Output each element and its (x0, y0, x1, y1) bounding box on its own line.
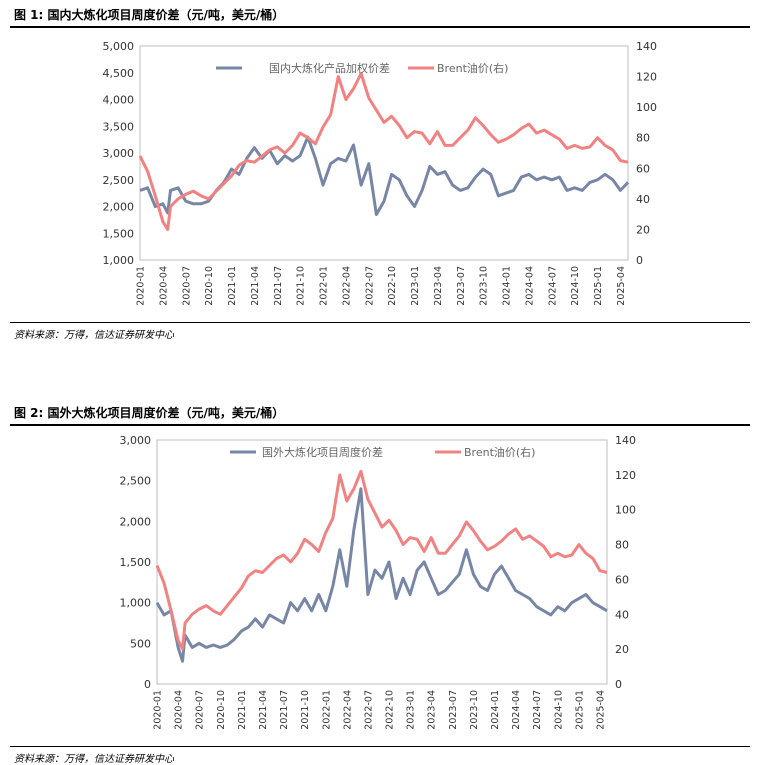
x-axis-tick-label: 2024-04 (524, 266, 535, 306)
right-axis-tick-label: 80 (636, 132, 650, 145)
left-axis-tick-label: 3,000 (120, 434, 152, 447)
x-axis-tick-label: 2025-01 (574, 690, 585, 730)
left-axis-tick-label: 2,500 (120, 475, 152, 488)
x-axis-tick-label: 2020-04 (158, 266, 169, 306)
figure-2-source: 资料来源：万得，信达证券研发中心 (14, 754, 174, 765)
figure-1-chart: 1,000 1,500 2,000 2,500 3,000 3,500 4,000 4,500… (103, 40, 658, 306)
plot-area (139, 45, 629, 261)
x-axis-tick-label: 2021-10 (296, 266, 307, 306)
right-axis-tick-label: 20 (615, 643, 629, 656)
x-axis-tick-label: 2023-01 (410, 266, 421, 306)
spread-series-line (139, 135, 630, 216)
figure-1-top-rule (10, 26, 750, 28)
x-axis-tick-label: 2022-10 (385, 690, 396, 730)
x-axis-tick-label: 2021-04 (250, 266, 261, 306)
legend-label: 国内大炼化产品加权价差 (269, 61, 390, 75)
left-axis-tick-label: 1,000 (103, 254, 135, 267)
x-axis-tick-label: 2022-04 (341, 266, 352, 306)
x-axis-tick-label: 2020-01 (153, 690, 164, 730)
x-axis-tick-label: 2023-01 (406, 690, 417, 730)
left-axis-tick-label: 3,000 (103, 147, 135, 160)
right-axis-tick-label: 0 (615, 678, 622, 691)
x-axis-tick-label: 2022-07 (363, 690, 374, 730)
right-axis-tick-label: 60 (636, 162, 650, 175)
legend-label: Brent油价(右) (437, 61, 508, 75)
brent-series-line (155, 469, 608, 651)
x-axis-tick-label: 2021-07 (273, 266, 284, 306)
x-axis-tick-label: 2022-10 (387, 266, 398, 306)
x-axis-tick-label: 2022-07 (364, 266, 375, 306)
left-axis-tick-label: 1,500 (120, 556, 152, 569)
figure-2-heading: 图 2: 国外大炼化项目周度价差（元/吨，美元/桶） (14, 406, 285, 420)
x-axis-tick-label: 2024-04 (511, 690, 522, 730)
left-axis-tick-label: 4,000 (103, 94, 135, 107)
spread-series-line (155, 487, 608, 663)
x-axis-tick-label: 2022-04 (342, 690, 353, 730)
left-axis-tick-label: 2,500 (103, 174, 135, 187)
left-axis-tick-label: 2,000 (103, 201, 135, 214)
x-axis-tick-label: 2020-10 (216, 690, 227, 730)
x-axis-tick-label: 2021-10 (300, 690, 311, 730)
figure-2-top-rule (10, 424, 750, 426)
x-axis-tick-label: 2020-07 (195, 690, 206, 730)
left-axis-tick-label: 2,000 (120, 515, 152, 528)
legend-label: Brent油价(右) (464, 445, 535, 459)
figure-2-bottom-rule (10, 746, 750, 747)
left-axis-tick-label: 1,500 (103, 227, 135, 240)
left-axis-tick-label: 4,500 (103, 67, 135, 80)
right-axis-tick-label: 40 (615, 608, 629, 621)
x-axis-tick-label: 2024-01 (490, 690, 501, 730)
x-axis-tick-label: 2022-01 (319, 266, 330, 306)
x-axis-tick-label: 2022-01 (321, 690, 332, 730)
x-axis-tick-label: 2023-04 (433, 266, 444, 306)
figure-2-chart: 0 500 1,000 1,500 2,000 2,500 3,000 0 20 40 60 80 10… (120, 434, 637, 730)
x-axis-tick-label: 2024-01 (502, 266, 513, 306)
right-axis-tick-label: 100 (615, 504, 636, 517)
right-axis-tick-label: 80 (615, 539, 629, 552)
x-axis-tick-label: 2023-07 (456, 266, 467, 306)
x-axis-tick-label: 2021-04 (258, 690, 269, 730)
x-axis-tick-label: 2023-10 (469, 690, 480, 730)
x-axis-tick-label: 2021-01 (237, 690, 248, 730)
x-axis-tick-label: 2020-10 (204, 266, 215, 306)
x-axis-tick-label: 2021-01 (227, 266, 238, 306)
right-axis-tick-label: 20 (636, 223, 650, 236)
x-axis-tick-label: 2025-04 (595, 690, 606, 730)
brent-series-line (138, 72, 629, 231)
figure-1-bottom-rule (10, 322, 750, 323)
right-axis-tick-label: 140 (615, 434, 636, 447)
left-axis-tick-label: 500 (130, 637, 151, 650)
left-axis-tick-label: 0 (144, 678, 151, 691)
right-axis-tick-label: 100 (636, 101, 657, 114)
right-axis-tick-label: 0 (636, 254, 643, 267)
right-axis-tick-label: 120 (636, 71, 657, 84)
x-axis-tick-label: 2023-10 (479, 266, 490, 306)
x-axis-tick-label: 2023-04 (427, 690, 438, 730)
x-axis-tick-label: 2024-10 (570, 266, 581, 306)
x-axis-tick-label: 2021-07 (279, 690, 290, 730)
x-axis-tick-label: 2020-01 (136, 266, 147, 306)
left-axis-tick-label: 1,000 (120, 597, 152, 610)
x-axis-tick-label: 2024-07 (547, 266, 558, 306)
figure-1-source: 资料来源：万得，信达证券研发中心 (14, 330, 174, 341)
x-axis-tick-label: 2024-10 (553, 690, 564, 730)
x-axis-tick-label: 2025-04 (616, 266, 627, 306)
x-axis-tick-label: 2024-07 (532, 690, 543, 730)
right-axis-tick-label: 140 (636, 40, 657, 53)
x-axis-tick-label: 2020-07 (181, 266, 192, 306)
x-axis-tick-label: 2023-07 (448, 690, 459, 730)
figure-1-heading: 图 1: 国内大炼化项目周度价差（元/吨，美元/桶） (14, 8, 285, 22)
plot-area (156, 439, 608, 685)
left-axis-tick-label: 3,500 (103, 120, 135, 133)
left-axis-tick-label: 5,000 (103, 40, 135, 53)
x-axis-tick-label: 2025-01 (593, 266, 604, 306)
right-axis-tick-label: 40 (636, 193, 650, 206)
right-axis-tick-label: 120 (615, 469, 636, 482)
x-axis-tick-label: 2020-04 (174, 690, 185, 730)
legend-label: 国外大炼化项目周度价差 (262, 445, 383, 459)
right-axis-tick-label: 60 (615, 573, 629, 586)
